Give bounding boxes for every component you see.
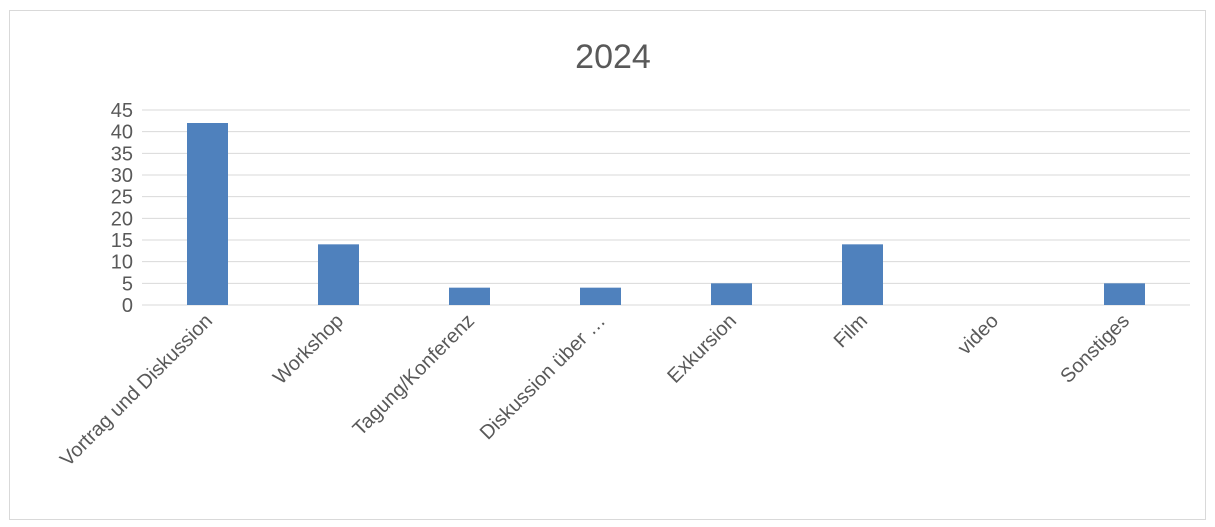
y-tick-label: 5 xyxy=(122,273,133,295)
bar xyxy=(711,283,752,305)
y-tick-label: 45 xyxy=(111,100,133,122)
x-category-label: Workshop xyxy=(269,310,348,389)
chart-title: 2024 xyxy=(575,38,651,76)
x-category-label: Vortrag und Diskussion xyxy=(56,310,217,471)
gridlines xyxy=(142,109,1190,306)
x-category-label: video xyxy=(954,310,1003,359)
bar xyxy=(318,244,359,305)
y-tick-label: 15 xyxy=(111,230,133,252)
y-tick-label: 20 xyxy=(111,208,133,230)
y-tick-label: 0 xyxy=(122,295,133,317)
y-tick-label: 25 xyxy=(111,187,133,209)
x-category-label: Film xyxy=(830,310,872,352)
x-category-label: Exkursion xyxy=(663,310,741,388)
bar xyxy=(580,287,621,305)
bar xyxy=(1104,283,1145,305)
bar xyxy=(187,123,228,305)
x-axis-labels: Vortrag und Diskussion Workshop Tagung/Kon… xyxy=(56,310,1134,471)
x-category-label: Tagung/Konferenz xyxy=(349,310,479,440)
x-category-label: Sonstiges xyxy=(1056,310,1134,388)
y-tick-label: 30 xyxy=(111,165,133,187)
bars xyxy=(187,123,1145,305)
y-tick-label: 35 xyxy=(111,143,133,165)
bar xyxy=(449,287,490,305)
y-tick-label: 40 xyxy=(111,122,133,144)
x-category-label: Diskussion über … xyxy=(476,310,610,444)
y-tick-label: 10 xyxy=(111,252,133,274)
bar xyxy=(842,244,883,305)
